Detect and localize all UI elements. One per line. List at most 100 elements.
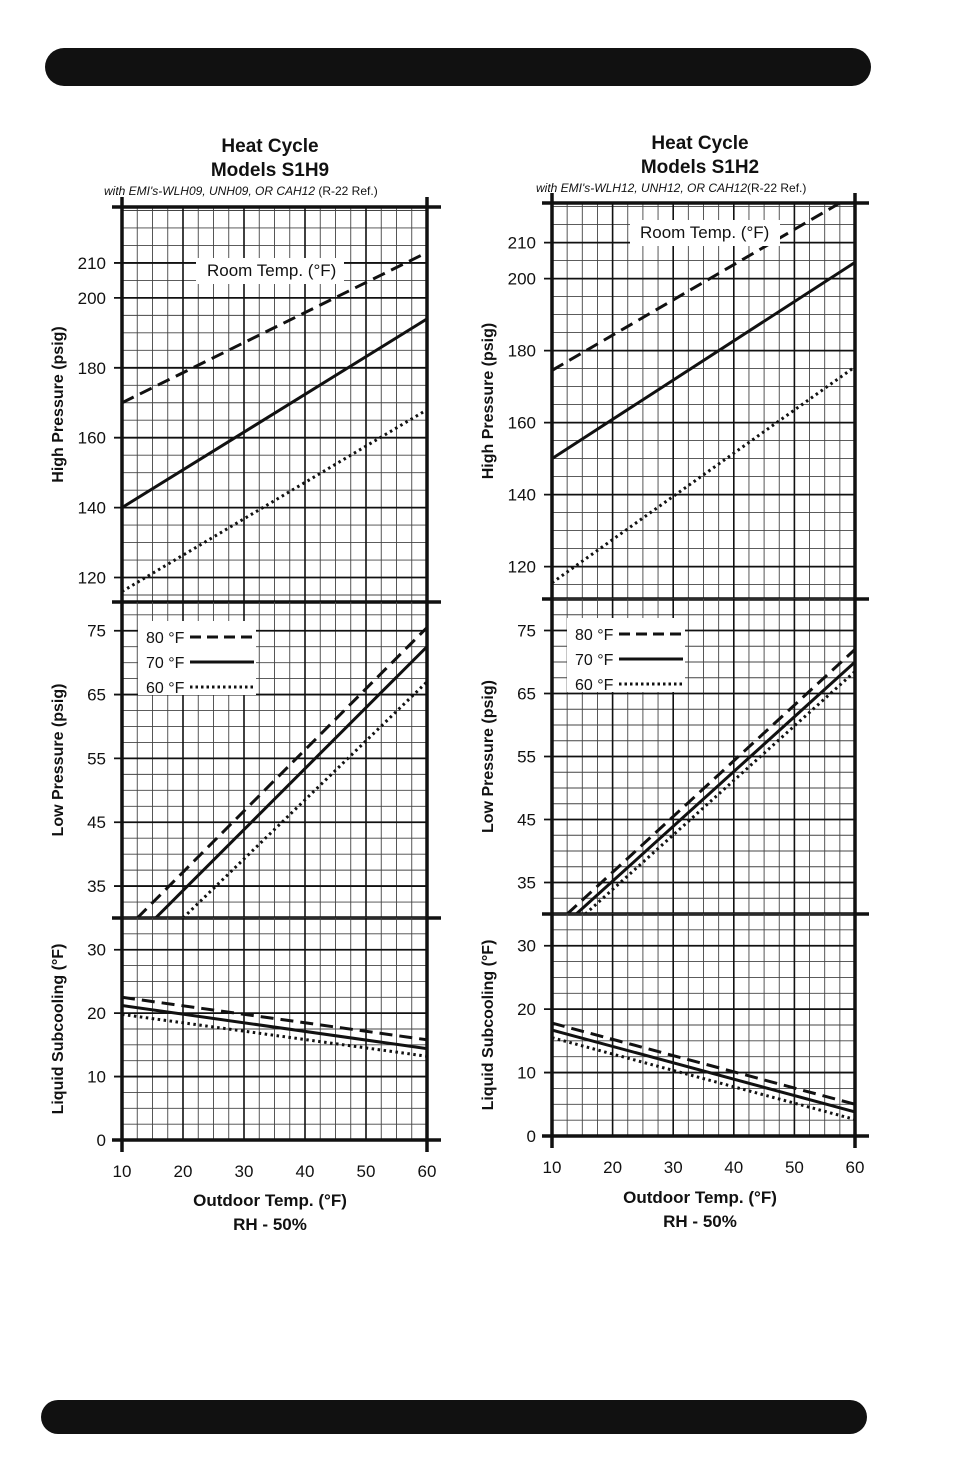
- y-tick-label: 0: [527, 1127, 536, 1146]
- x-tick-label: 50: [785, 1158, 804, 1177]
- series-line-80f: [552, 203, 841, 372]
- y-tick-label: 35: [87, 877, 106, 896]
- y-tick-label: 0: [97, 1131, 106, 1150]
- y-tick-label: 20: [87, 1004, 106, 1023]
- y-tick-label: 180: [508, 342, 536, 361]
- room-temp-label-bg: [196, 258, 344, 284]
- x-axis-sublabel: RH - 50%: [233, 1215, 307, 1234]
- room-temp-label-bg: [630, 220, 780, 246]
- chart-note-main: with EMI's-WLH09, UNH09, OR CAH12: [104, 184, 318, 198]
- legend-label: 60 °F: [575, 677, 614, 694]
- chart-1: Heat Cycle Models S1H9 with EMI's-WLH09, U…: [50, 136, 441, 1234]
- y-axis-label: Liquid Subcooling (°F): [480, 940, 497, 1111]
- legend-label: 60 °F: [146, 680, 185, 697]
- panel-high-pressure: 120 140 160 180 200 210 High Pressure (psig): [480, 203, 869, 601]
- room-temp-label: Room Temp. (°F): [640, 223, 769, 242]
- y-tick-label: 45: [517, 811, 536, 830]
- y-tick-label: 140: [508, 486, 536, 505]
- x-tick-label: 60: [846, 1158, 865, 1177]
- x-tick-label: 50: [357, 1162, 376, 1181]
- y-tick-label: 10: [517, 1064, 536, 1083]
- x-tick-label: 30: [235, 1162, 254, 1181]
- y-tick-label: 160: [78, 429, 106, 448]
- panel-subcooling: 0 10 20 30 Liquid Subcooling (°F): [50, 917, 441, 1150]
- chart-note-suffix: (R-22 Ref.): [318, 184, 377, 198]
- legend-bg: [138, 621, 256, 695]
- x-tick-label: 60: [418, 1162, 437, 1181]
- panel-subcooling: 0 10 20 30 Liquid Subcooling (°F): [480, 913, 869, 1146]
- series-line-70f: [575, 660, 855, 914]
- y-tick-label: 160: [508, 414, 536, 433]
- header-bar: [45, 48, 871, 86]
- y-tick-label: 55: [87, 749, 106, 768]
- y-tick-label: 75: [517, 622, 536, 641]
- y-tick-label: 140: [78, 499, 106, 518]
- y-axis-label: High Pressure (psig): [480, 323, 497, 479]
- y-tick-label: 35: [517, 874, 536, 893]
- y-axis-label: Low Pressure (psig): [480, 680, 497, 833]
- chart-note: with EMI's-WLH09, UNH09, OR CAH12 (R-22 …: [104, 184, 378, 198]
- room-temp-label: Room Temp. (°F): [207, 261, 336, 280]
- legend-label: 80 °F: [146, 630, 185, 647]
- series-line-60f: [122, 408, 427, 593]
- series-line-80f: [136, 626, 427, 918]
- y-tick-label: 180: [78, 359, 106, 378]
- y-tick-label: 20: [517, 1000, 536, 1019]
- chart-title: Heat Cycle: [221, 136, 318, 157]
- series-line-70f: [552, 1028, 855, 1114]
- legend-label: 80 °F: [575, 627, 614, 644]
- x-tick-label: 10: [543, 1158, 562, 1177]
- chart-note-suffix: (R-22 Ref.): [747, 181, 806, 195]
- chart-2: Heat Cycle Models S1H2 with EMI's-WLH12, U…: [480, 133, 869, 1231]
- footer-bar: [41, 1400, 867, 1434]
- series-line-70f: [122, 317, 427, 509]
- series-line-70f: [552, 261, 855, 460]
- y-tick-label: 210: [508, 234, 536, 253]
- legend-bg: [567, 618, 685, 692]
- series-line-60f: [181, 680, 427, 918]
- x-tick-label: 10: [113, 1162, 132, 1181]
- chart-note: with EMI's-WLH12, UNH12, OR CAH12(R-22 R…: [536, 181, 806, 195]
- series-line-60f: [552, 365, 855, 585]
- y-axis-label: Low Pressure (psig): [50, 684, 67, 837]
- y-tick-label: 65: [87, 686, 106, 705]
- series-line-80f: [122, 251, 427, 405]
- x-axis-label: Outdoor Temp. (°F): [193, 1191, 347, 1210]
- series-line-60f: [552, 1036, 855, 1121]
- legend-label: 70 °F: [146, 655, 185, 672]
- x-tick-label: 20: [603, 1158, 622, 1177]
- y-tick-label: 200: [508, 270, 536, 289]
- legend: 80 °F 70 °F 60 °F: [567, 618, 685, 694]
- series-line-60f: [584, 670, 855, 914]
- y-tick-label: 45: [87, 813, 106, 832]
- chart-subtitle: Models S1H9: [211, 160, 329, 181]
- x-tick-label: 40: [296, 1162, 315, 1181]
- y-tick-label: 65: [517, 685, 536, 704]
- chart-title: Heat Cycle: [651, 133, 748, 154]
- y-tick-label: 55: [517, 748, 536, 767]
- y-tick-label: 200: [78, 289, 106, 308]
- series-line-70f: [122, 1004, 427, 1051]
- y-axis-label: High Pressure (psig): [50, 326, 67, 482]
- series-line-80f: [552, 1021, 855, 1106]
- x-axis-sublabel: RH - 50%: [663, 1212, 737, 1231]
- series-line-80f: [122, 995, 427, 1042]
- y-tick-label: 120: [508, 558, 536, 577]
- legend: 80 °F 70 °F 60 °F: [138, 621, 256, 697]
- x-axis-label: Outdoor Temp. (°F): [623, 1188, 777, 1207]
- series-line-80f: [566, 648, 855, 914]
- x-tick-label: 20: [174, 1162, 193, 1181]
- y-tick-label: 30: [517, 937, 536, 956]
- chart-subtitle: Models S1H2: [641, 157, 759, 178]
- x-tick-label: 30: [664, 1158, 683, 1177]
- y-tick-label: 75: [87, 622, 106, 641]
- series-line-70f: [154, 645, 427, 918]
- x-tick-label: 40: [724, 1158, 743, 1177]
- y-tick-label: 120: [78, 569, 106, 588]
- y-tick-label: 10: [87, 1068, 106, 1087]
- y-tick-label: 30: [87, 941, 106, 960]
- y-tick-label: 210: [78, 254, 106, 273]
- chart-note-main: with EMI's-WLH12, UNH12, OR CAH12: [536, 181, 747, 195]
- panel-high-pressure: 120 140 160 180 200 210 High Pressure (psig): [50, 207, 441, 604]
